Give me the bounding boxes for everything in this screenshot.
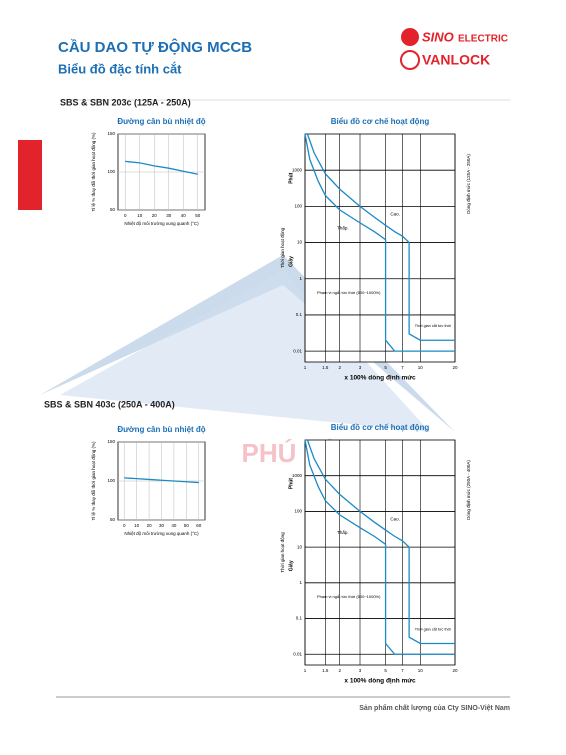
x-tick-label: 10 — [418, 668, 424, 673]
annotation: Cao. — [390, 212, 400, 217]
x-tick-label: 7 — [401, 365, 404, 370]
y-tick-label: 1000 — [292, 167, 303, 172]
y-tick-label: 100 — [107, 169, 115, 174]
section-heading: SBS & SBN 403c (250A - 400A) — [44, 399, 175, 409]
x-tick-label: 40 — [171, 523, 177, 528]
y-tick-label: 0.01 — [293, 348, 302, 353]
x-tick-label: 3 — [359, 668, 362, 673]
y-tick-label: 1 — [299, 276, 302, 281]
y-tick-label: 1000 — [292, 473, 303, 478]
brand: SINO — [422, 29, 454, 44]
unit-label: Giây — [288, 560, 294, 571]
curve — [304, 133, 455, 352]
curve — [124, 477, 199, 484]
y-tick-label: 10 — [297, 240, 303, 245]
annotation: Thấp. — [337, 530, 349, 535]
plot-area — [304, 439, 456, 666]
title: CẦU DAO TỰ ĐỘNG MCCB — [58, 38, 252, 56]
unit-label: Giây — [288, 256, 294, 267]
right-label: Dòng định mức (125A - 250A) — [466, 154, 471, 214]
x-axis-label: Nhiệt độ môi trường xung quanh (°C) — [124, 531, 199, 536]
annotation: Thời gian cắt tức thời — [415, 626, 451, 631]
annotation: Cao. — [390, 517, 400, 522]
y-tick-label: 10 — [297, 544, 303, 549]
curve — [125, 160, 198, 175]
annotation: Thấp. — [337, 225, 349, 230]
y-tick-label: 0.1 — [296, 616, 303, 621]
chart-title: Biểu đồ cơ chế hoạt động — [331, 423, 430, 432]
y-axis-label: Tỉ lệ % thay đổi thời gian hoạt động (%) — [90, 441, 96, 520]
unit-label: Phút — [288, 172, 294, 183]
x-tick-label: 5 — [384, 668, 387, 673]
x-tick-label: 10 — [418, 365, 424, 370]
chart-title: Đường cân bù nhiệt độ — [117, 425, 205, 434]
x-tick-label: 50 — [195, 213, 201, 218]
x-tick-label: 20 — [147, 523, 153, 528]
x-axis-label: x 100% dòng định mức — [344, 375, 416, 382]
x-tick-label: 3 — [359, 365, 362, 370]
y-tick-label: 1 — [299, 580, 302, 585]
y-axis-label: Thời gian hoạt động — [280, 227, 285, 268]
unit-label: Phút — [288, 478, 294, 489]
chart-title: Biểu đồ cơ chế hoạt động — [331, 117, 430, 126]
x-tick-label: 20 — [452, 668, 458, 673]
x-tick-label: 2 — [338, 365, 341, 370]
x-tick-label: 20 — [152, 213, 158, 218]
y-tick-label: 50 — [110, 207, 116, 212]
y-axis-label: Tỉ lệ % thay đổi thời gian hoạt động (%) — [90, 132, 96, 211]
x-tick-label: 5 — [384, 365, 387, 370]
x-tick-label: 1 — [304, 365, 307, 370]
x-tick-label: 1 — [304, 668, 307, 673]
x-tick-label: 50 — [184, 523, 190, 528]
x-tick-label: 60 — [196, 523, 202, 528]
y-tick-label: 50 — [110, 517, 116, 522]
x-tick-label: 20 — [452, 365, 458, 370]
y-tick-label: 100 — [107, 478, 115, 483]
x-axis-label: Nhiệt độ môi trường xung quanh (°C) — [124, 221, 199, 226]
x-tick-label: 10 — [134, 523, 140, 528]
x-tick-label: 1.5 — [322, 668, 329, 673]
x-tick-label: 30 — [159, 523, 165, 528]
y-tick-label: 0.1 — [296, 312, 303, 317]
x-tick-label: 0 — [123, 523, 126, 528]
annotation: Phạm vi ngắt tức thời (500~1000%) — [317, 594, 381, 599]
x-tick-label: 1.5 — [322, 365, 329, 370]
logo-icon — [400, 50, 420, 70]
subtitle: Biểu đồ đặc tính cắt — [58, 61, 182, 76]
x-tick-label: 10 — [137, 213, 143, 218]
y-tick-label: 150 — [107, 131, 115, 136]
y-tick-label: 0.01 — [293, 651, 302, 656]
logo-icon — [401, 28, 419, 46]
x-tick-label: 0 — [124, 213, 127, 218]
side-tab — [18, 140, 42, 210]
x-tick-label: 2 — [338, 668, 341, 673]
curve — [306, 439, 455, 645]
annotation: Phạm vi ngắt tức thời (500~1000%) — [317, 290, 381, 295]
decor-triangle — [60, 270, 430, 432]
x-axis-label: x 100% dòng định mức — [344, 678, 416, 685]
chart-title: Đường cân bù nhiệt độ — [117, 117, 205, 126]
footer: Sản phẩm chất lượng của Cty SINO-Việt Na… — [359, 704, 510, 712]
section-heading: SBS & SBN 203c (125A - 250A) — [60, 97, 191, 107]
y-axis-label: Thời gian hoạt động — [280, 532, 285, 573]
x-tick-label: 7 — [401, 668, 404, 673]
annotation: Thời gian cắt tức thời — [415, 323, 451, 328]
y-tick-label: 100 — [294, 204, 302, 209]
brand: ELECTRIC — [458, 34, 508, 45]
x-tick-label: 40 — [181, 213, 187, 218]
x-tick-label: 30 — [166, 213, 172, 218]
y-tick-label: 100 — [294, 509, 302, 514]
curve — [306, 133, 455, 341]
right-label: Dòng định mức (250A - 400A) — [466, 460, 471, 520]
curve — [304, 439, 455, 655]
y-tick-label: 150 — [107, 439, 115, 444]
brand: VANLOCK — [422, 52, 490, 68]
